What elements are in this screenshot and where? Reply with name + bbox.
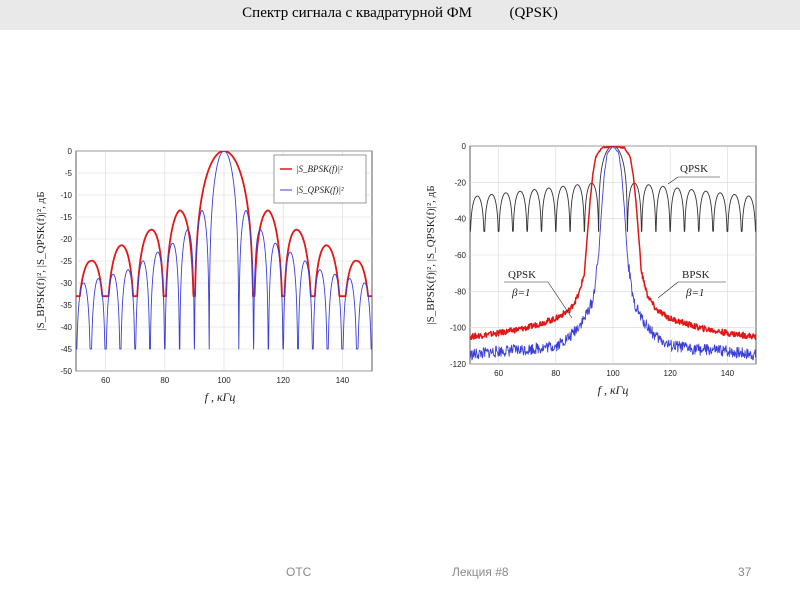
annotation-bpsk-beta-value: β=1 bbox=[685, 287, 704, 299]
x-tick-label: 60 bbox=[101, 376, 110, 385]
slide-title: Спектр сигнала с квадратурной ФМ (QPSK) bbox=[242, 5, 558, 21]
y-tick-label: -20 bbox=[60, 235, 72, 244]
annotation-qpsk-beta-pointer bbox=[547, 281, 573, 319]
y-tick-label: -5 bbox=[65, 169, 73, 178]
annotation-qpsk-beta: QPSK β=1 bbox=[504, 269, 573, 319]
y-tick-label: -100 bbox=[450, 324, 467, 333]
footer-center: Лекция #8 bbox=[452, 565, 509, 579]
legend-label-bpsk: |S_BPSK(f)|² bbox=[296, 164, 343, 174]
y-tick-label: -10 bbox=[60, 191, 72, 200]
y-tick-label: -40 bbox=[454, 215, 466, 224]
y-tick-label: -45 bbox=[60, 345, 72, 354]
annotation-qpsk-label: QPSK bbox=[680, 163, 708, 175]
chart-right: 60 80 100 120 140 0 -20 -40 -60 -80 -100 -120 QPSK … bbox=[425, 142, 757, 397]
y-tick-label: -50 bbox=[60, 367, 72, 376]
x-tick-label: 60 bbox=[494, 369, 503, 378]
x-tick-label: 80 bbox=[160, 376, 169, 385]
y-tick-label: -20 bbox=[454, 178, 466, 187]
annotation-qpsk-beta-name: QPSK bbox=[508, 269, 536, 281]
x-tick-label: 140 bbox=[721, 369, 735, 378]
ticks-right: 60 80 100 120 140 0 -20 -40 -60 -80 -100 -120 bbox=[450, 142, 735, 378]
y-axis-label-left: |S_BPSK(f)|², |S_QPSK(f)|², дБ bbox=[35, 191, 47, 330]
page-number: 37 bbox=[738, 565, 752, 579]
x-axis-label-right: f , кГц bbox=[598, 383, 629, 397]
annotation-qpsk-pointer bbox=[667, 176, 679, 185]
series-line-s-qpsk-f bbox=[76, 151, 372, 350]
y-tick-label: 0 bbox=[462, 142, 467, 151]
series-group-left bbox=[76, 151, 372, 350]
y-axis-label-right: |S_BPSK(f)|², |S_QPSK(f)|², дБ bbox=[425, 185, 437, 324]
x-tick-label: 120 bbox=[664, 369, 678, 378]
series-line-qpsk-1 bbox=[470, 146, 756, 361]
x-tick-label: 80 bbox=[551, 369, 560, 378]
title-bar: Спектр сигнала с квадратурной ФМ (QPSK) bbox=[0, 0, 800, 30]
x-tick-label: 100 bbox=[606, 369, 620, 378]
annotation-bpsk-beta-pointer bbox=[657, 281, 679, 299]
legend-label-qpsk: |S_QPSK(f)|² bbox=[296, 185, 344, 195]
ticks-left: 60 80 100 120 140 0 -5 -10 -15 -20 -25 -30 -35 -40 -45… bbox=[60, 147, 349, 385]
y-tick-label: 0 bbox=[68, 147, 73, 156]
legend-left: |S_BPSK(f)|² |S_QPSK(f)|² bbox=[273, 154, 367, 204]
x-tick-label: 100 bbox=[217, 376, 231, 385]
y-tick-label: -60 bbox=[454, 251, 466, 260]
series-line-bpsk-1 bbox=[470, 146, 756, 341]
annotation-bpsk-beta-name: BPSK bbox=[682, 269, 710, 281]
x-tick-label: 120 bbox=[277, 376, 291, 385]
legend-box bbox=[273, 154, 367, 204]
footer-left: ОТС bbox=[286, 565, 312, 579]
y-tick-label: -25 bbox=[60, 257, 72, 266]
series-line-s-bpsk-f bbox=[76, 151, 372, 298]
y-tick-label: -15 bbox=[60, 213, 72, 222]
x-axis-label-left: f , кГц bbox=[205, 390, 236, 404]
y-tick-label: -30 bbox=[60, 279, 72, 288]
y-tick-label: -35 bbox=[60, 301, 72, 310]
y-tick-label: -120 bbox=[450, 360, 467, 369]
series-group-right bbox=[470, 146, 756, 361]
y-tick-label: -40 bbox=[60, 323, 72, 332]
annotation-qpsk-beta-value: β=1 bbox=[511, 287, 530, 299]
chart-left: 60 80 100 120 140 0 -5 -10 -15 -20 -25 -30 -35 -40 -45… bbox=[35, 147, 373, 404]
series-line-qpsk bbox=[470, 146, 756, 232]
y-tick-label: -80 bbox=[454, 287, 466, 296]
x-tick-label: 140 bbox=[336, 376, 350, 385]
annotation-bpsk-beta: BPSK β=1 bbox=[657, 269, 726, 299]
annotation-qpsk: QPSK bbox=[667, 163, 720, 185]
